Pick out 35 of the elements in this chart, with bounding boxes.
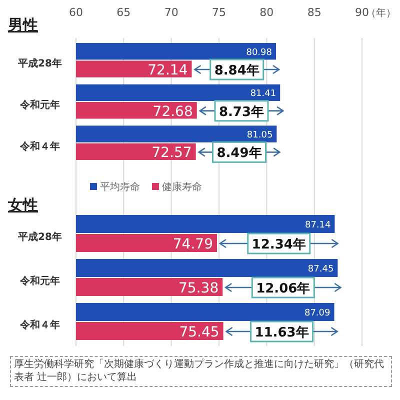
annotation: 12.34年 — [252, 238, 306, 252]
y-tick-label: 令和元年 — [19, 275, 60, 287]
annotation: 12.06年 — [256, 282, 310, 296]
data-label: 87.09 — [304, 308, 331, 318]
data-label: 75.38 — [178, 280, 219, 296]
data-label: 75.45 — [179, 324, 220, 340]
data-label: 72.14 — [148, 62, 188, 78]
x-tick-label: 60 — [69, 6, 83, 19]
annotation: 8.49年 — [216, 146, 262, 162]
data-label: 87.45 — [308, 264, 334, 274]
y-tick-label: 令和４年 — [19, 319, 60, 331]
y-tick-label: 平成28年 — [17, 58, 62, 70]
x-tick-label: 80 — [260, 6, 274, 19]
data-label: 81.41 — [250, 89, 276, 100]
annotation: 8.84年 — [214, 64, 260, 78]
chart-title: 男性 — [7, 16, 38, 34]
data-label: 72.57 — [152, 145, 192, 162]
data-label: 72.68 — [152, 104, 193, 120]
x-tick-label: 90 — [355, 6, 369, 19]
data-label: 81.05 — [246, 130, 273, 140]
y-tick-label: 令和４年 — [19, 140, 60, 152]
data-label: 80.98 — [246, 48, 272, 58]
legend-label: 健康寿命 — [162, 181, 202, 193]
x-tick-label: 65 — [116, 6, 131, 19]
x-tick-label: 85 — [307, 6, 322, 19]
x-tick-label: 70 — [164, 6, 178, 19]
data-label: 74.79 — [172, 236, 213, 252]
x-tick-label: 75 — [212, 6, 226, 19]
annotation: 11.63年 — [254, 326, 309, 340]
chart-title: 女性 — [7, 196, 38, 214]
y-tick-label: 令和元年 — [19, 99, 60, 111]
text: 厚生労働科学研究「次期健康づくり運動プラン作成と推進に向けた研究」（研究代表者 辻一郎）において算出 — [10, 356, 392, 387]
y-tick-label: 平成28年 — [17, 231, 62, 243]
annotation: 8.73年 — [218, 104, 264, 120]
data-label: 87.14 — [304, 220, 332, 230]
